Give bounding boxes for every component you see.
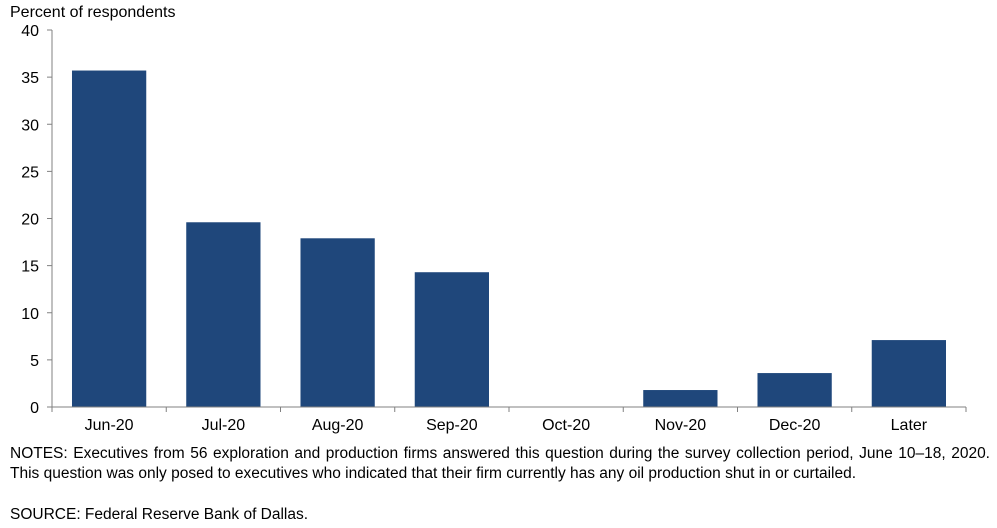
bar-later [871, 340, 946, 407]
x-tick-label: Sep-20 [426, 417, 478, 434]
notes-block: NOTES: Executives from 56 exploration an… [10, 444, 990, 484]
bars-layer [71, 70, 946, 407]
notes-text: NOTES: Executives from 56 exploration an… [10, 445, 990, 482]
source-text: SOURCE: Federal Reserve Bank of Dallas. [10, 506, 309, 523]
y-tick-label: 30 [21, 117, 39, 134]
bar-jun-20 [71, 70, 147, 407]
bar-nov-20 [643, 390, 718, 407]
x-tick-label: Later [891, 417, 928, 434]
y-tick-label: 15 [21, 259, 39, 276]
x-tick-label: Aug-20 [312, 417, 364, 434]
bar-jul-20 [186, 222, 261, 407]
y-tick-label: 20 [21, 212, 39, 229]
x-tick-label: Oct-20 [542, 417, 590, 434]
y-tick-label: 0 [30, 400, 39, 417]
x-tick-label: Nov-20 [655, 417, 707, 434]
y-tick-label: 25 [21, 164, 39, 181]
y-tick-label: 5 [30, 353, 39, 370]
x-tick-label: Jul-20 [202, 417, 246, 434]
bar-dec-20 [757, 373, 832, 407]
y-axis-title: Percent of respondents [10, 4, 176, 21]
x-tick-label: Dec-20 [769, 417, 821, 434]
bar-aug-20 [300, 238, 375, 407]
y-tick-label: 40 [21, 23, 39, 40]
y-tick-label: 10 [21, 306, 39, 323]
bar-sep-20 [414, 272, 489, 407]
x-tick-label: Jun-20 [85, 417, 134, 434]
bar-chart: 0 5 10 15 20 25 30 35 40 Jun-20 Jul-20 Aug-20 Sep-20… [21, 23, 967, 434]
y-tick-label: 35 [21, 70, 39, 87]
ticks-layer: 0 5 10 15 20 25 30 35 40 Jun-20 Jul-20 Aug-20 Sep-20… [21, 23, 967, 434]
